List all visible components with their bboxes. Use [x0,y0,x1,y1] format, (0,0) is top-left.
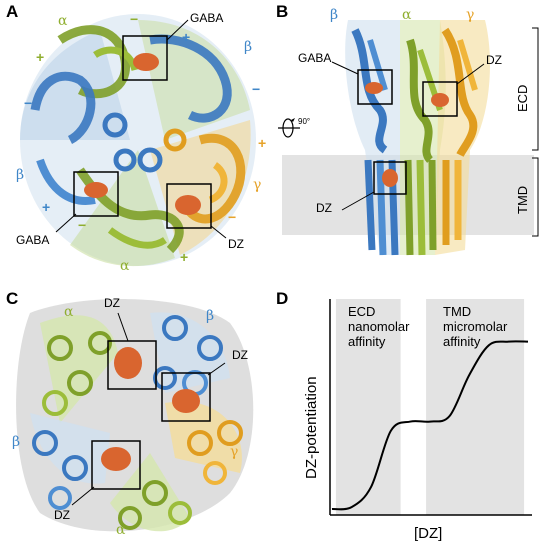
rotation-label: 90° [298,117,311,126]
dz-label-b-top: DZ [486,53,502,67]
dz-label-c3: DZ [54,508,70,522]
gamma-label-b: γ [466,7,475,23]
region-tmd-line1: TMD [443,304,472,319]
gamma-label-a: γ [253,177,262,193]
alpha-label-c2: α [116,522,126,538]
sign-9: − [24,95,33,111]
region-ecd-line3: affinity [348,334,386,349]
region-tmd-line2: micromolar [443,319,508,334]
beta-label-a1: β [244,39,253,55]
alpha-label-a1: α [58,13,68,29]
ecd-label: ECD [515,84,530,112]
sign-5: − [228,209,237,225]
dz-label-c2: DZ [232,348,248,362]
panel-a: A GABA GABA DZ α β β γ α − + − + − + − +… [0,0,268,282]
region-ecd-line1: ECD [348,304,376,319]
dz-label-c1: DZ [104,296,120,310]
sign-7: − [78,217,87,233]
band-ecd [335,299,401,515]
sign-4: + [258,135,267,151]
panel-d: D ECD nanomolar affinity TMD micromolar … [270,283,543,550]
panel-a-label: A [6,2,19,21]
region-ecd-line2: nanomolar [348,319,410,334]
dz-label-a: DZ [228,237,244,251]
beta-label-a2: β [16,167,25,183]
beta-label-c2: β [12,434,21,450]
alpha-label-a2: α [120,258,130,274]
sign-10: + [36,49,45,65]
series-line [331,340,529,511]
sign-1: − [130,11,139,27]
tmd-label: TMD [515,185,530,214]
gamma-label-c: γ [230,444,239,460]
x-axis-label: [DZ] [414,525,443,542]
region-tmd-line3: affinity [443,334,481,349]
beta-label-c1: β [206,308,215,324]
panel-c-label: C [6,289,19,308]
panel-c-structure [16,299,254,532]
panel-a-structure [20,14,256,267]
panel-b: B β α γ GABA DZ DZ 90° ECD TMD [270,0,543,282]
gaba-label-b: GABA [298,51,332,65]
band-tmd [426,299,525,515]
y-axis-label: DZ-potentiation [303,376,320,479]
sign-3: − [252,81,261,97]
alpha-label-b: α [402,7,412,23]
sign-2: + [182,29,191,45]
potentiation-chart [329,299,532,516]
panel-d-label: D [276,289,289,308]
sign-6: + [180,249,189,265]
panel-b-label: B [276,2,289,21]
gaba-label-top: GABA [190,11,224,25]
panel-c: C DZ DZ DZ α β β γ α [0,283,268,550]
alpha-label-c1: α [64,304,74,320]
panel-b-structure [278,20,539,256]
dz-label-b-bottom: DZ [316,201,332,215]
gaba-label-bottom: GABA [16,233,50,247]
sign-8: + [42,199,51,215]
beta-label-b: β [330,7,339,23]
